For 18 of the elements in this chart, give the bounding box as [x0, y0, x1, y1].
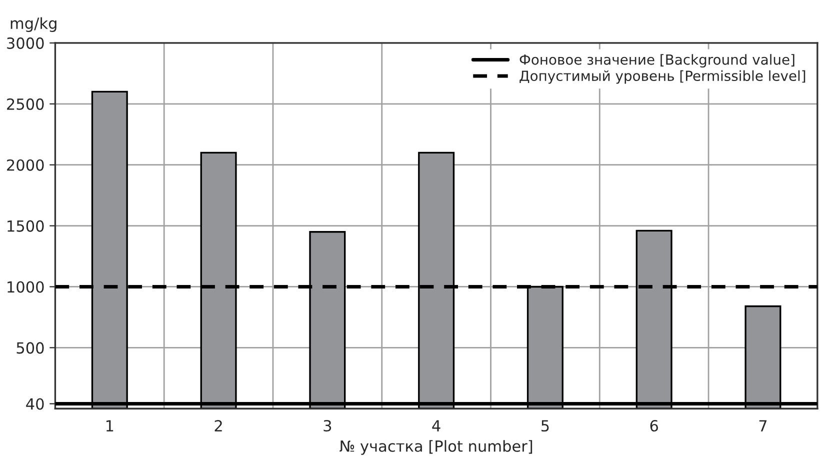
x-tick-label: 7	[759, 420, 767, 432]
y-tick-label: 1000	[8, 281, 44, 293]
y-tick-label: 2500	[7, 98, 44, 110]
legend-label: Допустимый уровень [Permissible level]	[520, 70, 806, 84]
x-tick-label: 2	[214, 420, 222, 432]
x-axis-title: № участка [Plot number]	[340, 440, 532, 455]
legend-label: Фоновое значение [Background value]	[520, 54, 794, 68]
y-axis-title: mg/kg	[10, 17, 56, 32]
x-tick-label: 6	[650, 420, 658, 432]
x-tick-label: 1	[106, 420, 114, 432]
y-tick-label: 40	[26, 398, 44, 410]
x-tick-label: 3	[324, 420, 332, 432]
y-tick-label: 2000	[7, 159, 44, 171]
x-tick-label: 4	[432, 420, 440, 432]
y-tick-label: 1500	[8, 220, 44, 232]
y-tick-label: 500	[16, 342, 44, 354]
y-tick-label: 3000	[7, 37, 44, 49]
x-tick-label: 5	[542, 420, 549, 432]
